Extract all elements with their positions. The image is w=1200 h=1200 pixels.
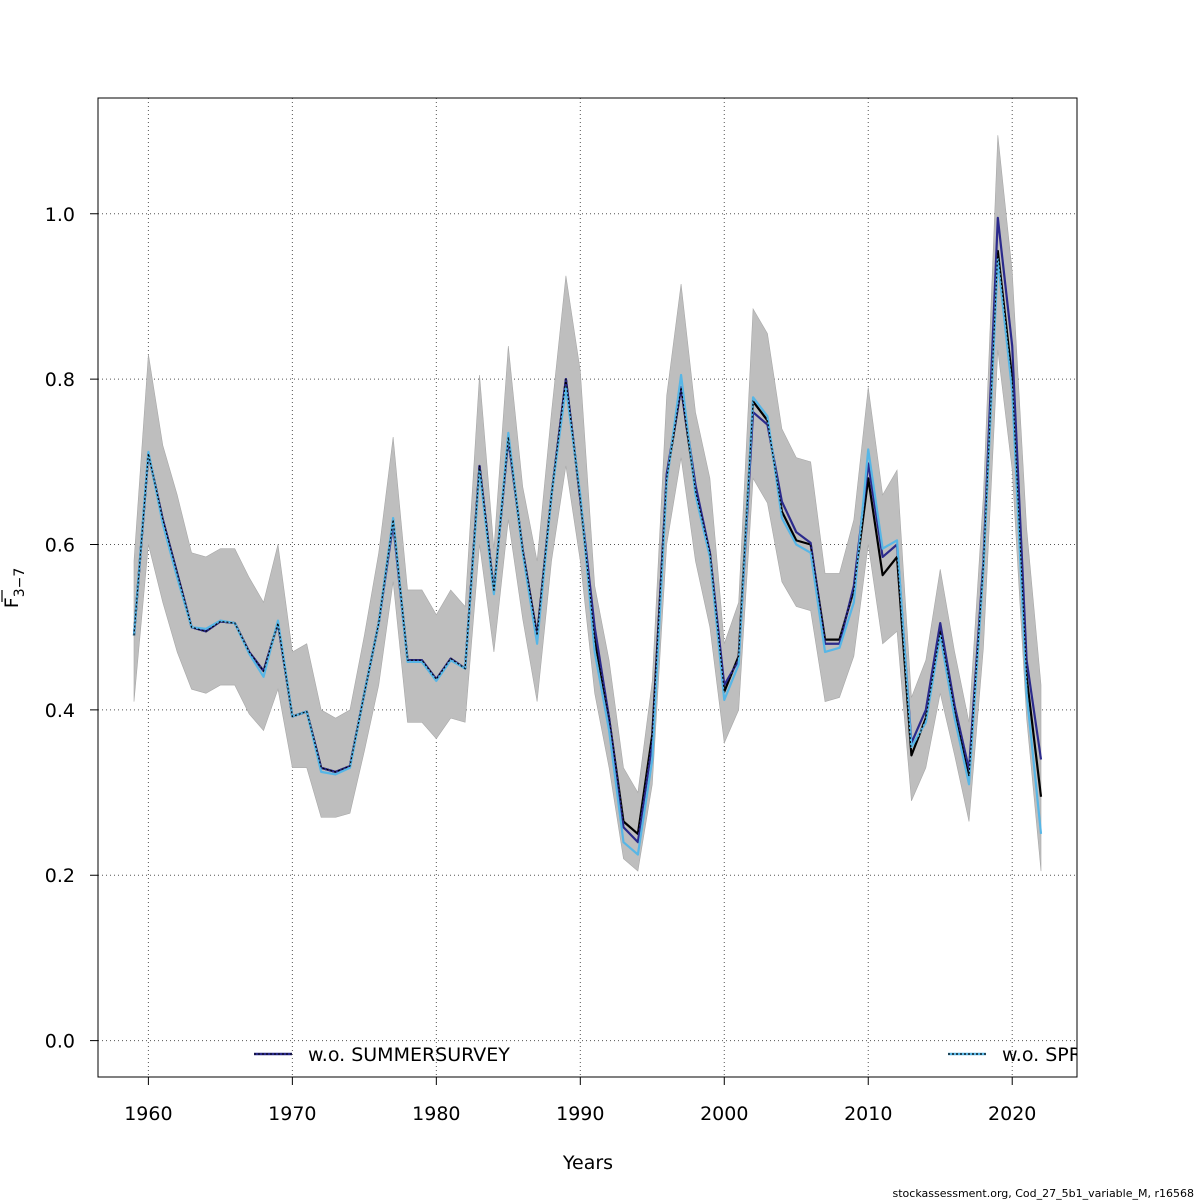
confidence-band-group xyxy=(133,135,1042,872)
y-tick-label: 0.4 xyxy=(45,700,75,722)
x-tick-label: 1980 xyxy=(412,1103,460,1125)
x-tick-label: 1960 xyxy=(124,1103,172,1125)
x-tick-label: 2020 xyxy=(988,1103,1036,1125)
y-tick-label: 0.8 xyxy=(45,369,75,391)
x-tick-label: 1990 xyxy=(556,1103,604,1125)
legend-label-spr: w.o. SPR xyxy=(1002,1044,1082,1066)
y-tick-label: 0.0 xyxy=(45,1031,75,1053)
y-tick-label: 0.2 xyxy=(45,865,75,887)
x-tick-label: 2010 xyxy=(844,1103,892,1125)
plot-frame xyxy=(97,97,1078,1078)
legend-label-summersurvey: w.o. SUMMERSURVEY xyxy=(308,1044,510,1066)
series-lines-group xyxy=(132,216,1043,856)
y-axis-title: F3−7 xyxy=(1,568,28,608)
y-tick-label: 0.6 xyxy=(45,535,75,557)
y-tick-label: 1.0 xyxy=(45,204,75,226)
y-axis-title-subscript: 3−7 xyxy=(12,568,28,598)
series-line-base-dotted xyxy=(133,250,1042,835)
confidence-band xyxy=(133,135,1042,872)
x-axis: 1960 1970 1980 1990 2000 2010 2020 xyxy=(124,1077,1036,1125)
x-axis-title: Years xyxy=(562,1152,613,1174)
footer-text: stockassessment.org, Cod_27_5b1_variable… xyxy=(893,1187,1194,1200)
x-tick-label: 1970 xyxy=(268,1103,316,1125)
y-axis: 0.0 0.2 0.4 0.6 0.8 1.0 xyxy=(45,204,98,1053)
legend: w.o. SUMMERSURVEY w.o. SPR xyxy=(254,1044,1082,1066)
x-tick-label: 2000 xyxy=(700,1103,748,1125)
svg-text:F3−7: F3−7 xyxy=(1,568,28,608)
y-axis-title-main: F xyxy=(1,597,23,608)
